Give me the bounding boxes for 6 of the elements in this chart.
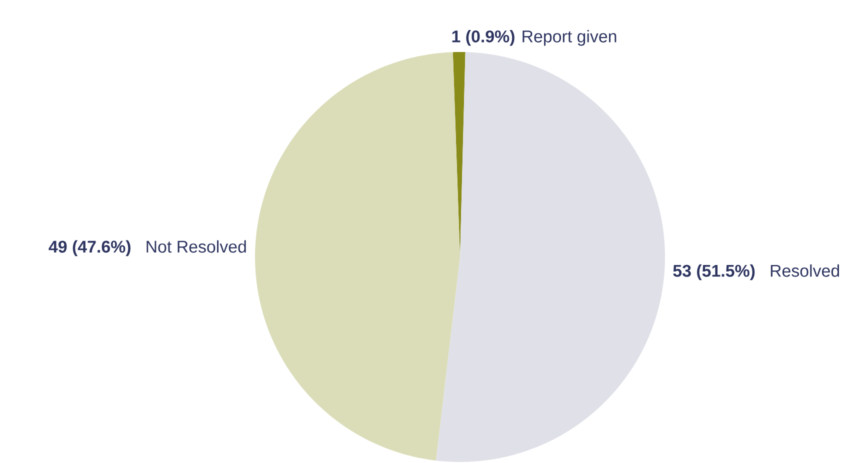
slice-label: Not Resolved xyxy=(146,240,246,253)
slice-label: Report given xyxy=(522,30,616,46)
data-label: 49 (47.6%) xyxy=(48,240,130,256)
slice-label: Resolved xyxy=(770,264,840,277)
data-label: 1 (0.9%) xyxy=(452,30,514,46)
data-label: 53 (51.5%) xyxy=(673,264,755,280)
